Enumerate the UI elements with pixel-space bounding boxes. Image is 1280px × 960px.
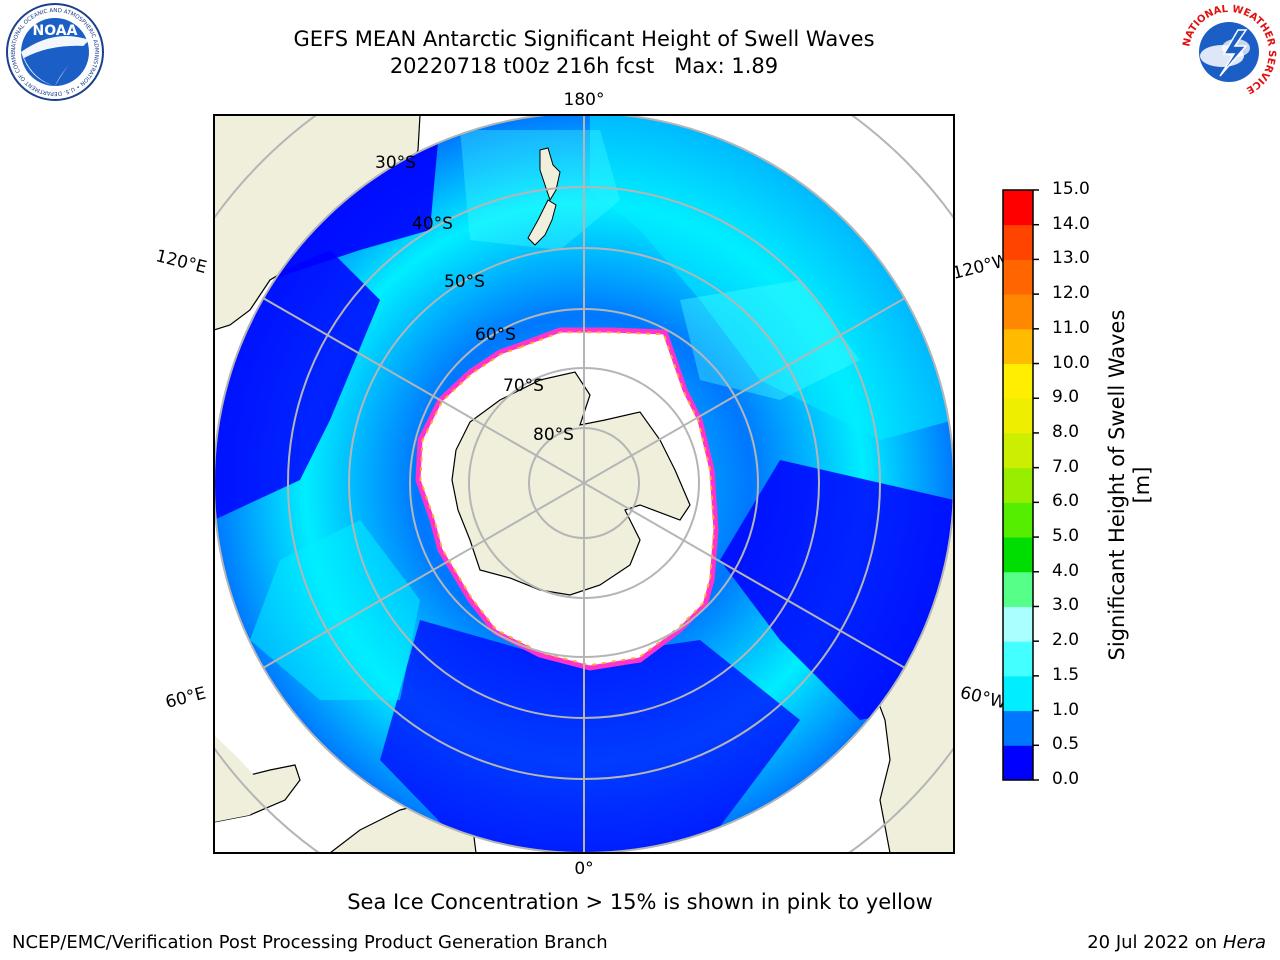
colorbar-swatch: [1003, 363, 1033, 399]
credit-line: NCEP/EMC/Verification Post Processing Pr…: [12, 932, 608, 953]
noaa-logo-text: NOAA: [33, 23, 78, 39]
colorbar-swatch: [1003, 467, 1033, 503]
colorbar: [1002, 189, 1039, 781]
colorbar-tick-label: 7.0: [1052, 456, 1080, 477]
colorbar-tick-label: 3.0: [1052, 595, 1080, 616]
title-line-2: 20220718 t00z 216h fcst Max: 1.89: [389, 54, 779, 78]
lon-label-120e: 120°E: [154, 246, 209, 278]
colorbar-tick-label: 0.0: [1052, 769, 1080, 789]
lat-label-50s: 50°S: [444, 272, 485, 292]
lat-label-30s: 30°S: [375, 153, 416, 173]
colorbar-swatch: [1003, 675, 1033, 712]
colorbar-swatch: [1003, 606, 1033, 642]
colorbar-swatch: [1003, 432, 1033, 469]
new-zealand: [527, 147, 561, 246]
colorbar-swatch: [1003, 641, 1033, 677]
noaa-logo: NATIONAL OCEANIC AND ATMOSPHERIC ADMINIS…: [0, 0, 104, 101]
footer-host: Hera: [1222, 932, 1266, 953]
colorbar-swatch: [1003, 710, 1033, 746]
colorbar-tick-label: 9.0: [1052, 387, 1080, 408]
colorbar-frame: [1002, 189, 1034, 781]
lon-label-60e: 60°E: [164, 684, 208, 713]
lon-label-60w: 60°W: [958, 683, 1009, 714]
colorbar-tick-label: 15.0: [1052, 179, 1090, 199]
colorbar-swatch: [1003, 294, 1033, 330]
colorbar-swatch: [1003, 398, 1033, 434]
map-panel: 30°S 40°S 50°S 60°S 70°S 80°S 180° 0° 12…: [154, 90, 1012, 879]
map-frame: [213, 114, 955, 854]
lat-label-40s: 40°S: [412, 214, 453, 234]
colorbar-tick-label: 11.0: [1052, 317, 1090, 338]
lat-label-60s: 60°S: [475, 325, 516, 345]
colorbar-swatch: [1003, 571, 1033, 607]
lat-label-80s: 80°S: [533, 425, 574, 445]
colorbar-tick-label: 5.0: [1052, 526, 1080, 547]
colorbar-swatch: [1003, 502, 1033, 538]
antarctica: [451, 371, 691, 596]
colorbar-tick-label: 10.0: [1052, 352, 1090, 373]
lat-label-70s: 70°S: [503, 376, 544, 396]
colorbar-tick-label: 6.0: [1052, 491, 1080, 512]
colorbar-label: Significant Height of Swell Waves [m]: [1105, 309, 1154, 661]
colorbar-tick-label: 14.0: [1052, 213, 1090, 234]
latitude-labels: 30°S 40°S 50°S 60°S 70°S 80°S: [375, 153, 574, 445]
colorbar-swatch: [1003, 224, 1033, 260]
lon-label-0: 0°: [574, 859, 593, 879]
colorbar-tick-label: 8.0: [1052, 421, 1080, 442]
sea-ice-note: Sea Ice Concentration > 15% is shown in …: [347, 890, 933, 914]
colorbar-tick-label: 1.5: [1052, 664, 1080, 685]
colorbar-tick-label: 12.0: [1052, 283, 1090, 304]
graticule: [214, 115, 954, 853]
nws-logo: NATIONAL WEATHER SERVICE: [1181, 4, 1277, 100]
lon-label-180: 180°: [564, 90, 605, 110]
colorbar-tick-label: 13.0: [1052, 248, 1090, 269]
title-line-1: GEFS MEAN Antarctic Significant Height o…: [293, 27, 875, 51]
colorbar-tick-label: 0.5: [1052, 734, 1080, 755]
colorbar-swatch: [1003, 190, 1033, 226]
footer-date: 20 Jul 2022 on Hera: [1087, 932, 1266, 953]
colorbar-swatch: [1003, 537, 1033, 573]
colorbar-swatch: [1003, 745, 1033, 781]
colorbar-swatch: [1003, 259, 1033, 295]
footer-date-text: 20 Jul 2022 on: [1087, 932, 1218, 953]
colorbar-tick-label: 1.0: [1052, 699, 1080, 720]
colorbar-tick-label: 4.0: [1052, 560, 1080, 581]
colorbar-tick-label: 2.0: [1052, 630, 1080, 651]
colorbar-swatch: [1003, 328, 1033, 365]
